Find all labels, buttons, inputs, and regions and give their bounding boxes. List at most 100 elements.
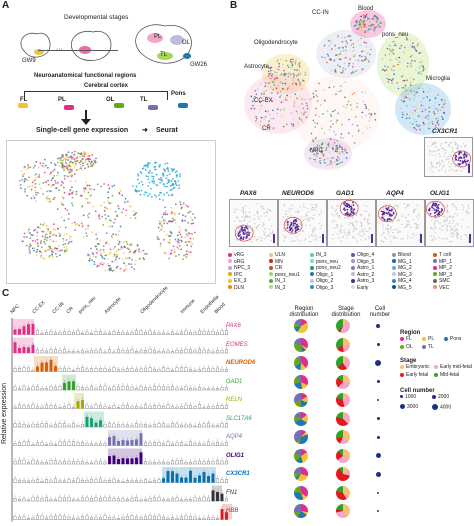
box-mark bbox=[184, 424, 188, 428]
cell-point bbox=[160, 224, 163, 227]
cell-point bbox=[87, 157, 90, 160]
inset-point bbox=[308, 240, 311, 243]
region-pl-label: PL bbox=[154, 34, 162, 40]
box-mark bbox=[143, 350, 147, 354]
cell-point bbox=[56, 182, 59, 184]
cell-point bbox=[54, 247, 56, 249]
cell-point bbox=[363, 15, 365, 17]
box-mark bbox=[130, 497, 134, 502]
inset-point bbox=[313, 239, 315, 241]
box-mark bbox=[206, 367, 210, 372]
cell-point bbox=[359, 55, 361, 57]
box-mark bbox=[80, 442, 84, 446]
expr-point bbox=[350, 205, 353, 208]
legend-item-in-2: IN_2 bbox=[269, 285, 286, 291]
box-mark bbox=[188, 461, 192, 465]
inset-point bbox=[390, 241, 392, 243]
cell-point bbox=[56, 187, 58, 189]
pons-label: Pons bbox=[171, 91, 186, 97]
legend-item-smc: SMC bbox=[433, 278, 450, 284]
cell-point bbox=[44, 250, 46, 253]
box-mark bbox=[134, 439, 138, 446]
box-mark bbox=[89, 443, 93, 446]
expr-point bbox=[387, 207, 390, 209]
cell-point bbox=[328, 142, 330, 144]
cell-point bbox=[81, 205, 84, 208]
inset-point bbox=[456, 232, 458, 234]
cell-point bbox=[92, 255, 95, 258]
cell-point bbox=[165, 209, 167, 212]
cell-point bbox=[276, 92, 279, 94]
cell-point bbox=[160, 178, 163, 181]
cell-point bbox=[166, 213, 169, 216]
inset-point bbox=[457, 237, 459, 240]
cell-point bbox=[355, 70, 357, 73]
inset-point bbox=[450, 154, 452, 156]
inset-point bbox=[302, 204, 305, 206]
box-mark bbox=[31, 404, 35, 409]
box-mark bbox=[224, 423, 228, 428]
cell-point bbox=[360, 20, 363, 23]
cell-point bbox=[335, 134, 337, 136]
legend-swatch bbox=[433, 285, 437, 290]
cell-point bbox=[329, 40, 332, 43]
box-mark bbox=[152, 424, 156, 428]
inset-point bbox=[343, 229, 345, 231]
cell-point bbox=[297, 64, 299, 67]
inset-point bbox=[394, 237, 396, 240]
inset-point bbox=[289, 210, 291, 213]
cell-point bbox=[29, 237, 32, 240]
cell-point bbox=[65, 158, 68, 161]
inset-point bbox=[360, 222, 363, 225]
inset-point bbox=[392, 237, 395, 239]
legend-swatch bbox=[228, 265, 232, 270]
box-mark bbox=[76, 442, 80, 446]
cell-point bbox=[65, 166, 68, 169]
box-mark bbox=[197, 475, 201, 483]
cell-point bbox=[87, 155, 89, 158]
expr-point bbox=[344, 201, 347, 204]
gene-label-cx3cr1: CX3CR1 bbox=[226, 471, 250, 477]
cell-point bbox=[315, 136, 317, 139]
cell-point bbox=[56, 174, 58, 177]
box-mark bbox=[215, 332, 219, 335]
cell-point bbox=[292, 72, 295, 75]
cell-point bbox=[367, 52, 369, 54]
expr-point bbox=[294, 227, 297, 230]
cell-point bbox=[102, 249, 105, 251]
cell-point bbox=[136, 244, 139, 246]
cell-point bbox=[91, 259, 93, 262]
cell-point bbox=[169, 189, 172, 192]
inset-point bbox=[333, 220, 336, 222]
cell-point bbox=[163, 230, 166, 233]
cell-point bbox=[63, 234, 66, 236]
cell-point bbox=[190, 222, 193, 225]
cell-point bbox=[417, 72, 420, 74]
cell-point bbox=[130, 205, 132, 208]
cell-point bbox=[442, 118, 444, 120]
cell-point bbox=[264, 85, 266, 88]
cell-point bbox=[290, 66, 292, 69]
cell-point bbox=[301, 88, 303, 90]
inset-point bbox=[447, 144, 450, 146]
cell-point bbox=[352, 46, 355, 49]
inset-point bbox=[430, 151, 432, 153]
cell-point bbox=[436, 121, 438, 123]
legend-item-oligo-3: Oligo_3 bbox=[310, 285, 333, 291]
expr-point bbox=[347, 213, 350, 216]
cell-point bbox=[58, 235, 61, 238]
region-pie bbox=[294, 485, 308, 500]
cell-point bbox=[130, 263, 132, 265]
box-mark bbox=[184, 444, 188, 446]
box-mark bbox=[67, 351, 71, 354]
box-mark bbox=[112, 455, 116, 465]
box-mark bbox=[197, 443, 201, 446]
cell-point bbox=[345, 40, 347, 42]
inset-point bbox=[351, 224, 354, 226]
cell-point bbox=[406, 113, 408, 115]
inset-point bbox=[257, 225, 259, 227]
expr-point bbox=[465, 154, 468, 157]
cell-point bbox=[267, 75, 270, 78]
box-mark bbox=[31, 496, 35, 502]
cell-point bbox=[260, 116, 263, 119]
